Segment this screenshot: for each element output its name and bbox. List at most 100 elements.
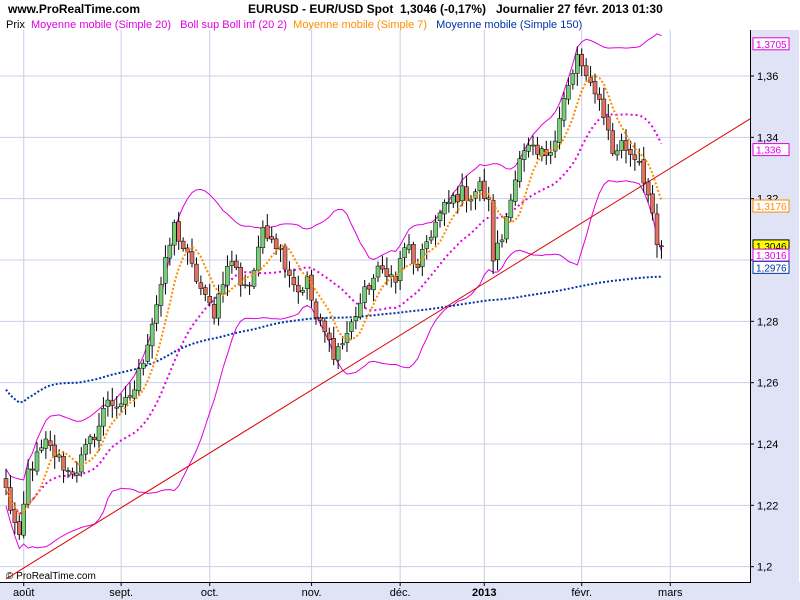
candle [110,387,115,418]
legend-sma7: Moyenne mobile (Simple 7) [293,19,427,31]
candle-body [659,245,664,248]
candle-body [238,267,243,286]
candle [610,123,615,157]
candle [229,250,235,274]
trendline [5,118,751,580]
candle-body [366,285,372,290]
candle-body [610,130,615,154]
candle-body [34,451,40,472]
candle [451,192,456,208]
period-datetime: Journalier 27 févr. 2013 01:30 [496,2,663,16]
candle-body [154,304,159,324]
candle-body [358,302,363,318]
legend-price: Prix [6,19,25,31]
candle [349,318,354,340]
candle-body [548,152,553,156]
candle [96,413,102,452]
candle-body [21,503,26,536]
value-tag-label: 1,3705 [756,40,787,51]
candle-body [220,284,226,295]
value-tag: 1,3016 [752,248,790,262]
candle [645,178,651,203]
candle [504,213,509,244]
y-axis-background [751,30,799,582]
candle [623,129,629,164]
candle-body [198,282,204,289]
candle [211,297,217,325]
candle [238,262,243,297]
candle [149,317,155,359]
candle-body [87,436,93,444]
axes: 1,21,221,241,261,281,301,321,341,36aoûts… [0,30,778,599]
candle-body [61,456,66,471]
candle-body [65,470,71,472]
candle-body [211,304,217,319]
candle [459,173,465,207]
value-tag-label: 1,3016 [756,251,787,262]
candle [513,170,518,206]
candle-body [424,241,429,249]
value-tag-box [752,37,790,51]
candle [327,327,332,352]
candle [588,66,593,87]
candle [247,281,252,295]
candle-body [105,399,111,407]
candle [482,168,487,202]
candle [353,306,359,330]
candle-body [309,274,314,301]
candle-body [601,98,607,118]
candle [380,255,385,274]
candle [526,137,531,158]
candle [17,514,22,540]
candle [397,250,403,290]
candle [375,261,381,282]
x-tick-label: août [13,587,34,599]
value-tag-box [752,199,790,213]
candle-body [335,346,341,361]
candle-body [495,242,500,261]
candle [278,244,283,263]
candle [282,243,288,278]
candle-body [247,284,252,287]
value-tag: 1,3705 [752,37,790,51]
value-tag-label: 1,3046 [756,242,787,253]
y-tick-label: 1,24 [757,439,778,451]
value-tag: 1,336 [752,143,790,157]
candle [428,230,434,244]
candle [583,58,589,82]
candle [557,106,562,150]
x-tick-label: 2013 [472,587,496,599]
candle [136,358,142,397]
value-tag: 1,2976 [752,260,790,274]
candle-body [158,284,164,306]
candlesticks [3,46,664,540]
candle [207,283,212,307]
candle-body [592,81,598,95]
candle-body [251,270,257,287]
candle [344,321,350,353]
candle-body [273,238,279,250]
candle [535,136,540,160]
legend-sma150: Moyenne mobile (Simple 150) [436,19,582,31]
price-change: 1,3046 (-0,17%) [400,2,486,16]
y-tick-label: 1,2 [757,562,772,574]
candle-body [641,159,646,184]
candle-body [393,275,398,283]
candle-body [579,53,584,67]
candle-body [322,320,328,333]
candle [189,238,195,268]
candle [300,287,305,296]
candle-body [535,144,540,155]
candle [358,293,363,320]
candle [52,434,57,469]
candle-body [296,284,301,293]
value-tag: 1,3176 [752,199,790,213]
candle [163,245,168,295]
candle [477,176,483,202]
candle-body [504,216,509,240]
candle-body [96,425,102,442]
site-title[interactable]: www.ProRealTime.com [7,2,140,16]
candle-body [287,269,292,276]
x-tick-label: nov. [302,587,322,599]
candle [402,242,407,270]
